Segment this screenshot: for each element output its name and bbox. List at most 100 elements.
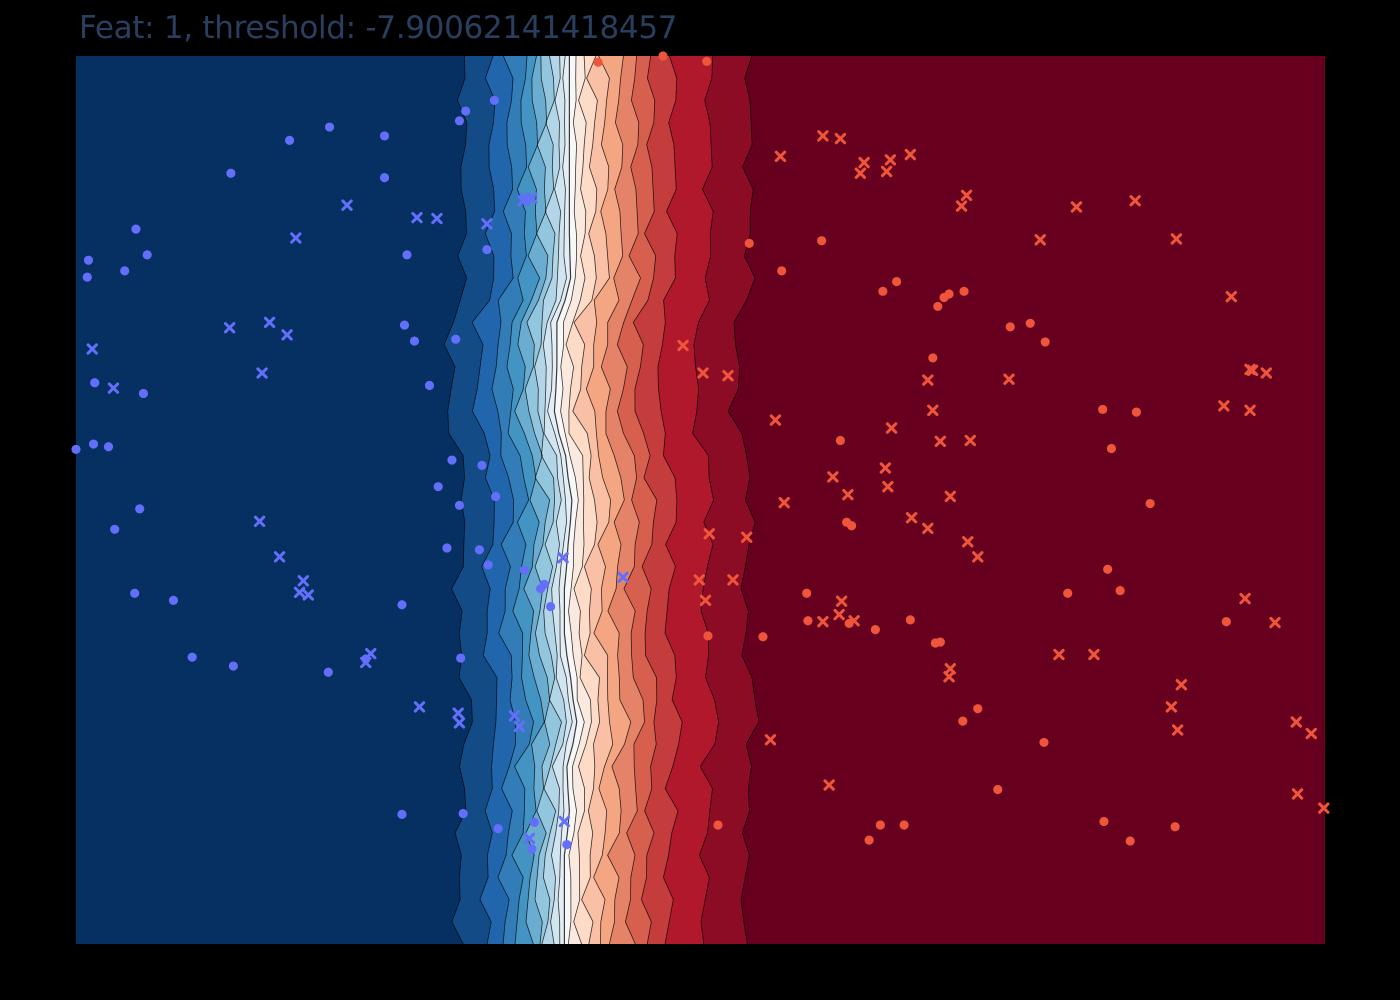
scatter-point-circle[interactable] [131, 224, 141, 234]
scatter-point-circle[interactable] [1098, 404, 1108, 415]
scatter-point-x[interactable] [558, 815, 571, 828]
scatter-point-circle[interactable] [802, 588, 812, 598]
scatter-point-x[interactable] [962, 536, 974, 548]
scatter-point-x[interactable] [1305, 727, 1317, 740]
scatter-point-x[interactable] [1070, 201, 1083, 213]
scatter-point-circle[interactable] [142, 250, 152, 260]
scatter-point-x[interactable] [302, 589, 315, 601]
scatter-point-x[interactable] [827, 471, 839, 483]
scatter-point-x[interactable] [727, 574, 739, 586]
scatter-point-circle[interactable] [397, 809, 407, 819]
scatter-point-x[interactable] [885, 422, 898, 434]
scatter-point-circle[interactable] [409, 336, 420, 346]
scatter-point-x[interactable] [1170, 233, 1183, 245]
scatter-point-circle[interactable] [442, 543, 452, 553]
scatter-point-circle[interactable] [1025, 318, 1035, 328]
scatter-point-circle[interactable] [187, 652, 197, 662]
scatter-point-x[interactable] [1225, 290, 1238, 303]
scatter-point-x[interactable] [858, 156, 870, 169]
scatter-point-circle[interactable] [135, 504, 145, 514]
scatter-point-x[interactable] [1291, 788, 1304, 800]
scatter-point-x[interactable] [960, 189, 973, 202]
scatter-point-circle[interactable] [110, 524, 120, 534]
scatter-point-x[interactable] [290, 232, 302, 244]
scatter-point-x[interactable] [481, 218, 493, 230]
scatter-point-x[interactable] [453, 717, 466, 729]
scatter-point-circle[interactable] [284, 135, 295, 145]
scatter-point-x[interactable] [86, 343, 98, 355]
scatter-point-circle[interactable] [539, 579, 549, 589]
scatter-point-x[interactable] [513, 720, 526, 733]
scatter-point-circle[interactable] [875, 820, 885, 830]
scatter-point-x[interactable] [293, 586, 306, 599]
scatter-point-x[interactable] [411, 211, 423, 224]
scatter-point-circle[interactable] [1039, 737, 1049, 748]
scatter-point-circle[interactable] [489, 95, 500, 105]
scatter-point-circle[interactable] [527, 844, 537, 854]
scatter-point-x[interactable] [693, 574, 705, 586]
scatter-point-x[interactable] [964, 434, 976, 447]
scatter-point-circle[interactable] [891, 276, 902, 287]
scatter-point-circle[interactable] [83, 255, 94, 265]
scatter-point-x[interactable] [557, 552, 569, 564]
scatter-point-circle[interactable] [1099, 816, 1109, 827]
scatter-point-x[interactable] [741, 531, 753, 543]
scatter-point-x[interactable] [256, 367, 268, 379]
scatter-point-x[interactable] [263, 316, 276, 329]
scatter-point-circle[interactable] [454, 500, 465, 510]
scatter-point-x[interactable] [854, 167, 867, 179]
scatter-point-circle[interactable] [658, 51, 668, 61]
scatter-point-x[interactable] [1269, 616, 1281, 629]
scatter-point-circle[interactable] [491, 491, 501, 502]
scatter-point-x[interactable] [884, 154, 897, 166]
scatter-point-x[interactable] [297, 575, 310, 587]
scatter-point-circle[interactable] [447, 455, 457, 465]
scatter-point-x[interactable] [1244, 404, 1256, 417]
scatter-point-x[interactable] [823, 779, 835, 791]
scatter-point-x[interactable] [955, 200, 968, 212]
scatter-point-circle[interactable] [397, 600, 407, 610]
scatter-point-x[interactable] [922, 374, 934, 386]
scatter-point-circle[interactable] [933, 301, 943, 312]
scatter-point-x[interactable] [508, 710, 521, 722]
scatter-point-circle[interactable] [702, 56, 712, 66]
scatter-point-x[interactable] [817, 615, 829, 628]
scatter-point-x[interactable] [944, 490, 956, 503]
scatter-point-circle[interactable] [939, 292, 949, 303]
scatter-point-circle[interactable] [905, 615, 915, 625]
scatter-point-x[interactable] [1246, 364, 1259, 377]
scatter-point-circle[interactable] [847, 521, 857, 531]
scatter-point-circle[interactable] [817, 236, 827, 246]
scatter-point-x[interactable] [1088, 648, 1100, 661]
scatter-point-x[interactable] [517, 195, 529, 207]
scatter-point-circle[interactable] [461, 106, 471, 116]
scatter-point-circle[interactable] [130, 588, 140, 598]
scatter-point-x[interactable] [904, 148, 917, 161]
scatter-point-x[interactable] [774, 150, 787, 163]
scatter-point-circle[interactable] [1103, 564, 1113, 574]
scatter-point-circle[interactable] [878, 286, 888, 296]
scatter-point-circle[interactable] [324, 122, 335, 132]
scatter-point-circle[interactable] [82, 272, 92, 282]
scatter-point-x[interactable] [1003, 373, 1015, 385]
scatter-point-x[interactable] [699, 594, 712, 607]
scatter-point-circle[interactable] [744, 238, 754, 248]
scatter-point-x[interactable] [833, 608, 845, 621]
scatter-point-circle[interactable] [803, 616, 813, 626]
scatter-point-circle[interactable] [1170, 822, 1180, 832]
scatter-point-x[interactable] [1129, 195, 1141, 207]
scatter-point-circle[interactable] [474, 545, 485, 555]
scatter-point-x[interactable] [1165, 701, 1178, 713]
scatter-point-circle[interactable] [519, 565, 529, 575]
scatter-point-x[interactable] [1260, 367, 1272, 379]
scatter-point-circle[interactable] [138, 388, 149, 399]
scatter-point-circle[interactable] [402, 250, 412, 260]
scatter-point-x[interactable] [360, 656, 372, 669]
scatter-point-circle[interactable] [1131, 407, 1142, 417]
scatter-point-x[interactable] [922, 522, 934, 535]
scatter-point-circle[interactable] [959, 286, 969, 296]
scatter-point-circle[interactable] [482, 244, 492, 255]
scatter-point-circle[interactable] [1040, 337, 1050, 347]
scatter-point-x[interactable] [697, 367, 709, 379]
scatter-point-circle[interactable] [120, 266, 130, 276]
